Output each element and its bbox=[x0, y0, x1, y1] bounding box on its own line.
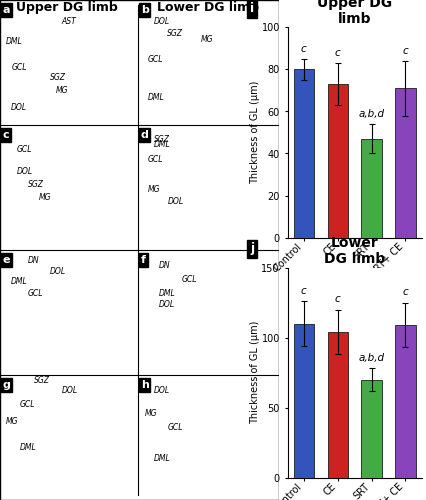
Text: DML: DML bbox=[20, 442, 36, 452]
Y-axis label: Thickness of GL (μm): Thickness of GL (μm) bbox=[250, 81, 260, 184]
Bar bbox=[328, 84, 348, 237]
Text: b: b bbox=[141, 5, 149, 15]
Text: DOL: DOL bbox=[11, 104, 27, 112]
Text: DML: DML bbox=[11, 278, 28, 286]
Bar bbox=[328, 332, 348, 478]
Text: c: c bbox=[403, 46, 409, 56]
Text: AST: AST bbox=[61, 18, 76, 26]
Text: MG: MG bbox=[201, 35, 213, 44]
Text: c: c bbox=[403, 287, 409, 297]
Text: f: f bbox=[141, 255, 146, 265]
Text: MG: MG bbox=[6, 418, 18, 426]
Text: GCL: GCL bbox=[20, 400, 35, 409]
Bar bbox=[294, 324, 314, 478]
Text: DML: DML bbox=[153, 140, 170, 149]
Text: DOL: DOL bbox=[50, 267, 66, 276]
Text: MG: MG bbox=[56, 86, 68, 95]
Text: SGZ: SGZ bbox=[153, 135, 170, 144]
Bar bbox=[361, 380, 382, 478]
Y-axis label: Thickness of GL (μm): Thickness of GL (μm) bbox=[250, 321, 260, 424]
Text: DOL: DOL bbox=[167, 196, 184, 205]
Text: c: c bbox=[335, 48, 340, 58]
Text: DML: DML bbox=[159, 289, 176, 298]
Text: a,b,d: a,b,d bbox=[359, 109, 385, 119]
Text: h: h bbox=[141, 380, 149, 390]
Text: SGZ: SGZ bbox=[50, 72, 66, 82]
Text: DOL: DOL bbox=[153, 386, 170, 395]
Text: c: c bbox=[301, 44, 307, 54]
Bar bbox=[395, 88, 416, 238]
X-axis label: Groups: Groups bbox=[337, 280, 372, 290]
Text: DML: DML bbox=[153, 454, 170, 463]
Text: DN: DN bbox=[159, 261, 171, 270]
Text: a: a bbox=[3, 5, 10, 15]
Text: Lower DG limb: Lower DG limb bbox=[157, 1, 259, 14]
Text: d: d bbox=[141, 130, 149, 140]
Title: Lower
DG limb: Lower DG limb bbox=[324, 236, 385, 266]
Title: Upper DG
limb: Upper DG limb bbox=[317, 0, 392, 26]
Bar bbox=[294, 70, 314, 237]
Text: g: g bbox=[3, 380, 11, 390]
Text: DOL: DOL bbox=[159, 300, 175, 309]
Text: j: j bbox=[250, 242, 254, 256]
Text: i: i bbox=[250, 2, 254, 16]
Text: a,b,d: a,b,d bbox=[359, 353, 385, 363]
Text: SGZ: SGZ bbox=[167, 29, 184, 38]
Text: GCL: GCL bbox=[28, 290, 43, 298]
Text: MG: MG bbox=[148, 185, 160, 194]
Text: c: c bbox=[301, 286, 307, 296]
Text: GCL: GCL bbox=[148, 55, 164, 64]
Bar bbox=[395, 325, 416, 478]
Text: DOL: DOL bbox=[17, 168, 33, 176]
Bar bbox=[361, 139, 382, 237]
Text: MG: MG bbox=[145, 409, 158, 418]
Text: c: c bbox=[335, 294, 340, 304]
Text: MG: MG bbox=[39, 192, 52, 202]
Text: SGZ: SGZ bbox=[28, 180, 44, 189]
Text: GCL: GCL bbox=[181, 275, 197, 284]
Text: DML: DML bbox=[6, 38, 22, 46]
Text: GCL: GCL bbox=[167, 422, 183, 432]
Text: DN: DN bbox=[28, 256, 40, 265]
Text: GCL: GCL bbox=[148, 155, 164, 164]
Text: DML: DML bbox=[148, 92, 164, 102]
Text: GCL: GCL bbox=[17, 145, 32, 154]
Text: DOL: DOL bbox=[153, 18, 170, 26]
Text: e: e bbox=[3, 255, 10, 265]
Text: DOL: DOL bbox=[61, 386, 78, 395]
Text: Upper DG limb: Upper DG limb bbox=[16, 1, 118, 14]
Text: SGZ: SGZ bbox=[34, 376, 49, 385]
Text: c: c bbox=[3, 130, 9, 140]
Text: GCL: GCL bbox=[11, 62, 27, 72]
